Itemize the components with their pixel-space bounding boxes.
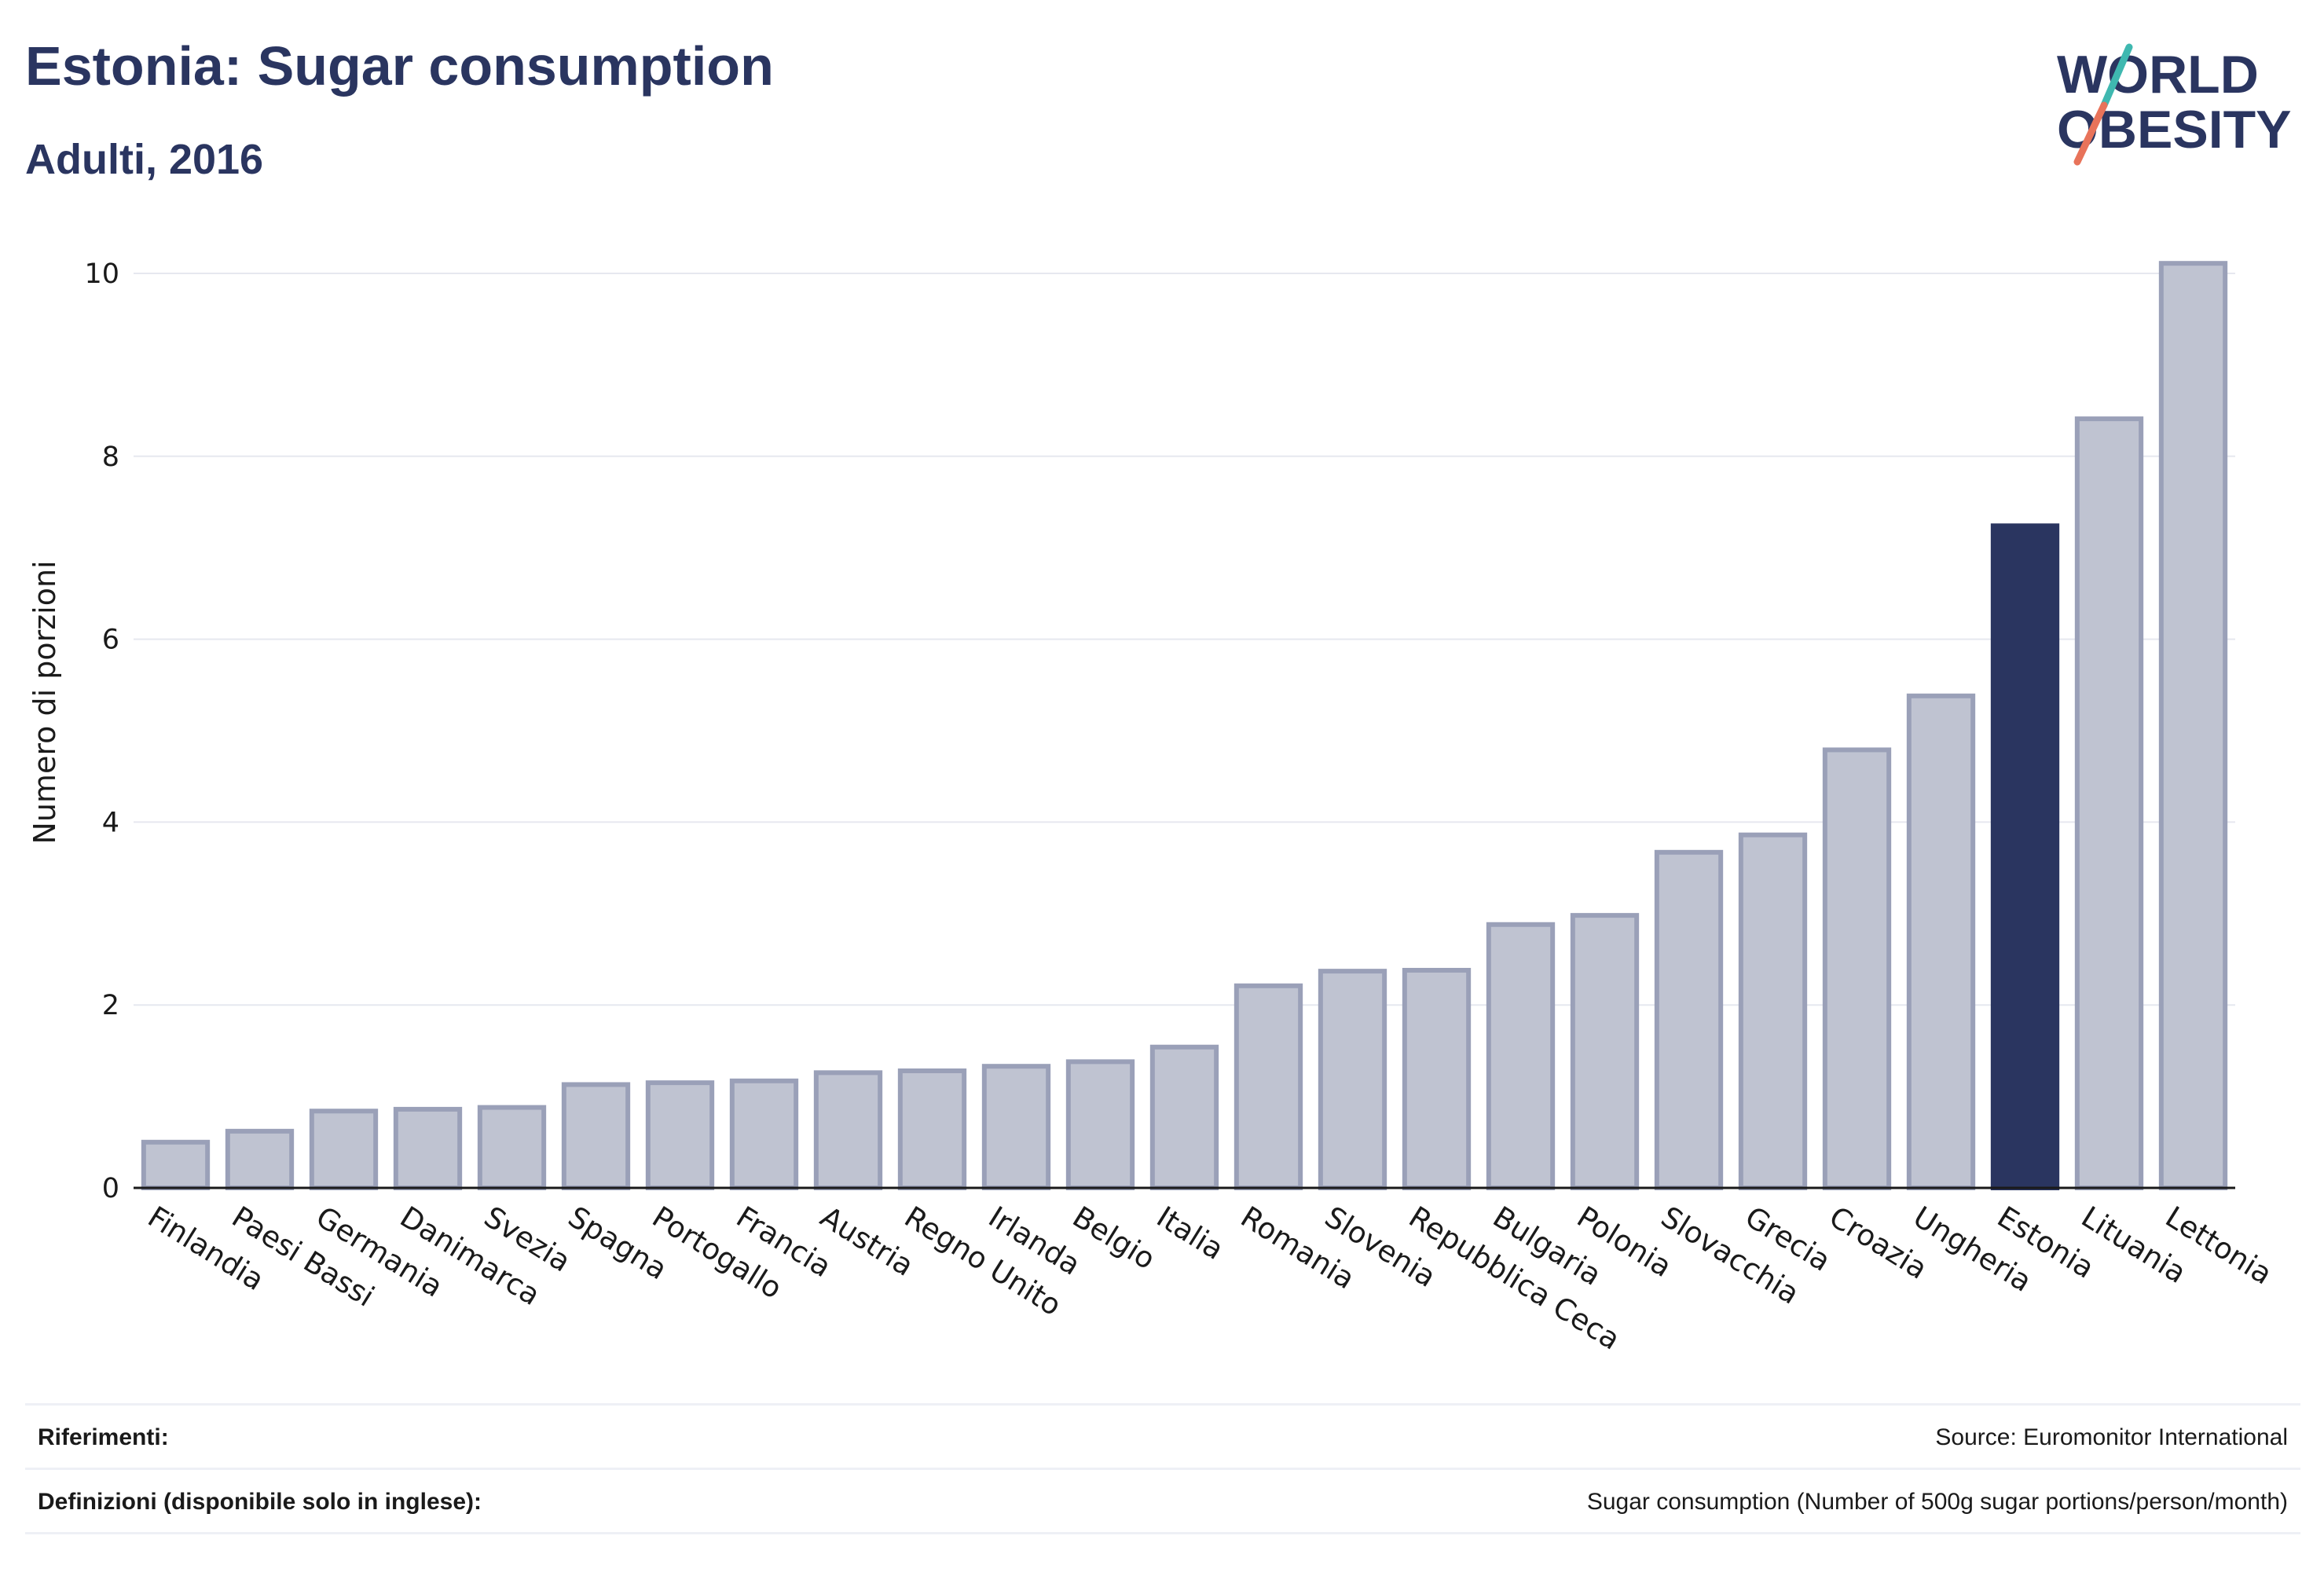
bar-finlandia bbox=[141, 1139, 211, 1191]
bar-ungheria bbox=[1906, 693, 1976, 1190]
bar-repubblica-ceca bbox=[1402, 967, 1472, 1191]
references-label: Riferimenti: bbox=[38, 1424, 169, 1450]
bar-francia bbox=[729, 1078, 799, 1191]
y-tick-label: 2 bbox=[102, 990, 119, 1021]
definitions-value: Sugar consumption (Number of 500g sugar … bbox=[1586, 1489, 2288, 1515]
bar-estonia bbox=[1990, 523, 2060, 1190]
bar-regno-unito bbox=[897, 1068, 967, 1191]
bar-lettonia bbox=[2158, 261, 2228, 1190]
page-title: Estonia: Sugar consumption bbox=[25, 35, 774, 97]
bar-lituania bbox=[2074, 416, 2144, 1190]
x-tick-label: Austria bbox=[815, 1200, 920, 1283]
bar-slovacchia bbox=[1654, 849, 1724, 1190]
logo-slash-top bbox=[2100, 43, 2133, 109]
y-tick-label: 10 bbox=[84, 258, 119, 290]
x-tick-label: Belgio bbox=[1067, 1200, 1161, 1276]
page-subtitle: Adulti, 2016 bbox=[25, 136, 264, 183]
bars bbox=[141, 261, 2228, 1191]
world-obesity-logo[interactable]: WORLD OBESITY bbox=[2043, 38, 2310, 171]
bar-danimarca bbox=[393, 1106, 463, 1190]
y-tick-label: 0 bbox=[102, 1173, 119, 1204]
y-axis-title: Numero di porzioni bbox=[27, 560, 62, 844]
bar-austria bbox=[813, 1070, 883, 1191]
references-value: Source: Euromonitor International bbox=[1935, 1424, 2288, 1450]
bar-grecia bbox=[1738, 832, 1808, 1191]
bar-portogallo bbox=[645, 1080, 715, 1191]
y-tick-label: 8 bbox=[102, 442, 119, 473]
bar-italia bbox=[1149, 1044, 1219, 1191]
bar-polonia bbox=[1570, 913, 1640, 1191]
bar-germania bbox=[309, 1109, 379, 1190]
y-tick-label: 6 bbox=[102, 625, 119, 656]
bar-slovenia bbox=[1318, 969, 1387, 1190]
logo-line1: WORLD bbox=[2057, 45, 2259, 104]
bar-spagna bbox=[561, 1082, 631, 1191]
bar-belgio bbox=[1065, 1059, 1135, 1191]
bar-romania bbox=[1233, 983, 1303, 1190]
bar-bulgaria bbox=[1486, 922, 1556, 1190]
bar-croazia bbox=[1822, 747, 1892, 1190]
logo-slash-bottom bbox=[2073, 101, 2108, 166]
references-row: Riferimenti: Source: Euromonitor Interna… bbox=[25, 1403, 2300, 1470]
x-tick-label: Italia bbox=[1151, 1200, 1230, 1266]
y-tick-label: 4 bbox=[102, 807, 119, 838]
bar-paesi-bassi bbox=[225, 1128, 295, 1191]
definitions-label: Definizioni (disponibile solo in inglese… bbox=[38, 1489, 482, 1515]
footer-divider bbox=[25, 1532, 2300, 1534]
bar-irlanda bbox=[981, 1064, 1051, 1190]
y-tick-labels: 0 2 4 6 8 10 bbox=[84, 258, 119, 1204]
bar-svezia bbox=[477, 1105, 547, 1190]
definitions-row: Definizioni (disponibile solo in inglese… bbox=[25, 1468, 2300, 1534]
